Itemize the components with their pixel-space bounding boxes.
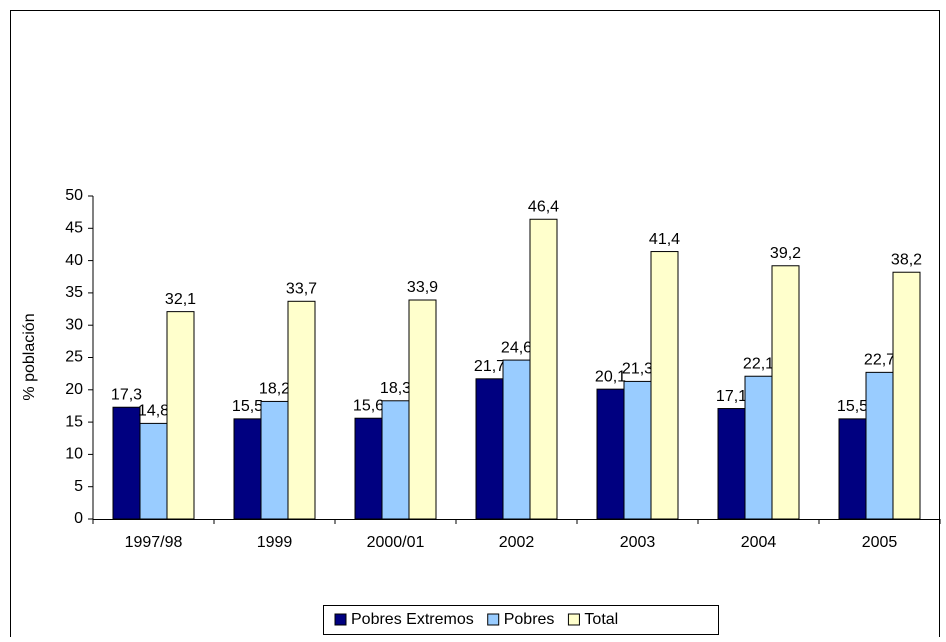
- value-label: 32,1: [165, 291, 196, 308]
- y-axis-title: % población: [21, 313, 38, 400]
- bar: [139, 422, 168, 520]
- bar: [408, 299, 437, 520]
- value-label: 24,6: [501, 339, 532, 356]
- y-tick-label: 35: [65, 284, 83, 301]
- bar: [838, 418, 867, 520]
- value-label: 46,4: [528, 198, 559, 215]
- legend-swatch: [334, 613, 347, 626]
- y-tick-label: 15: [65, 413, 83, 430]
- x-tick-label: 2002: [499, 534, 535, 551]
- bar: [717, 408, 746, 520]
- x-tick-label: 2005: [862, 534, 898, 551]
- y-tick-label: 5: [74, 478, 83, 495]
- bar: [771, 265, 800, 520]
- bar: [744, 375, 773, 520]
- value-label: 33,7: [286, 281, 317, 298]
- value-label: 15,6: [353, 397, 384, 414]
- bar: [166, 311, 195, 520]
- bar: [623, 380, 652, 520]
- value-label: 18,2: [259, 381, 290, 398]
- x-tick-label: 1997/98: [125, 534, 183, 551]
- x-tick-label: 1999: [257, 534, 293, 551]
- y-tick-label: 20: [65, 381, 83, 398]
- y-tick-label: 50: [65, 187, 83, 204]
- value-label: 15,5: [837, 398, 868, 415]
- value-label: 21,3: [622, 361, 653, 378]
- bar: [475, 378, 504, 520]
- bar: [354, 417, 383, 520]
- bar: [892, 271, 921, 520]
- value-label: 33,9: [407, 279, 438, 296]
- y-tick-label: 25: [65, 349, 83, 366]
- value-label: 15,5: [232, 398, 263, 415]
- bar: [502, 359, 531, 520]
- y-tick-label: 0: [74, 510, 83, 527]
- y-tick-label: 10: [65, 446, 83, 463]
- y-tick-label: 45: [65, 220, 83, 237]
- value-label: 14,8: [138, 403, 169, 420]
- y-tick-label: 30: [65, 316, 83, 333]
- legend-box: [323, 605, 719, 635]
- bar: [596, 388, 625, 520]
- bar: [865, 371, 894, 520]
- legend-swatch: [487, 613, 500, 626]
- x-tick-label: 2004: [741, 534, 777, 551]
- value-label: 18,3: [380, 380, 411, 397]
- value-label: 41,4: [649, 231, 680, 248]
- bar: [260, 400, 289, 520]
- legend-label: Pobres Extremos: [351, 611, 474, 628]
- x-tick-label: 2003: [620, 534, 656, 551]
- bar: [529, 218, 558, 520]
- value-label: 17,3: [111, 386, 142, 403]
- legend-label: Total: [584, 611, 618, 628]
- bar: [112, 406, 141, 520]
- bar: [233, 418, 262, 520]
- legend-label: Pobres: [504, 611, 555, 628]
- value-label: 21,7: [474, 358, 505, 375]
- bar: [287, 300, 316, 520]
- y-tick-label: 40: [65, 252, 83, 269]
- value-label: 20,1: [595, 368, 626, 385]
- x-tick-label: 2000/01: [367, 534, 425, 551]
- value-label: 17,1: [716, 388, 747, 405]
- legend-swatch: [567, 613, 580, 626]
- value-label: 38,2: [891, 251, 922, 268]
- bar: [381, 400, 410, 520]
- value-label: 22,1: [743, 355, 774, 372]
- value-label: 22,7: [864, 352, 895, 369]
- bar: [650, 251, 679, 520]
- value-label: 39,2: [770, 245, 801, 262]
